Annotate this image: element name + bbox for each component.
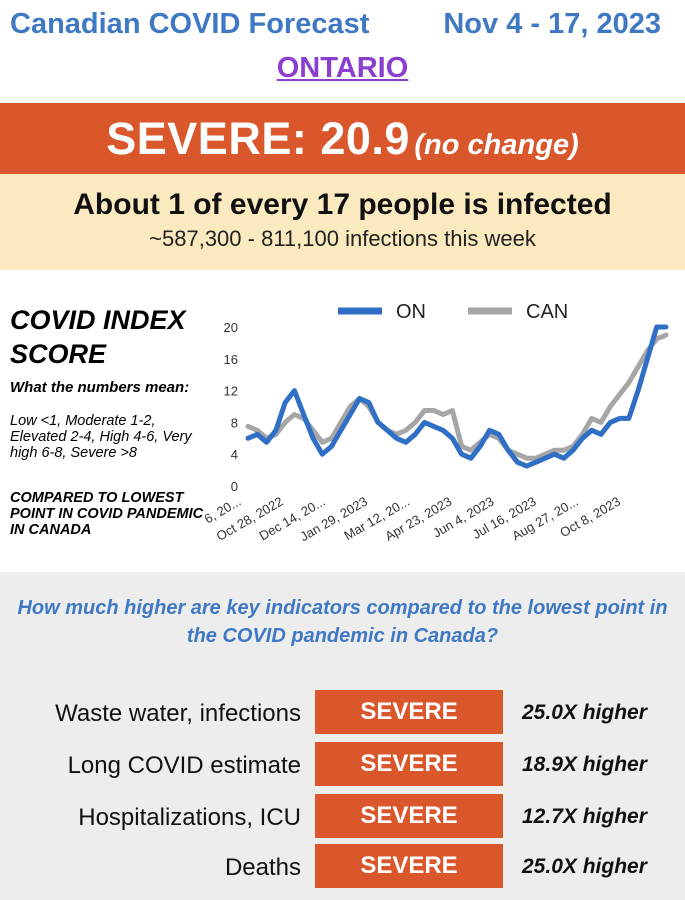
indicator-row-wastewater: Waste water, infections SEVERE 25.0X hig…	[0, 690, 685, 734]
y-tick-label: 4	[231, 447, 238, 462]
indicator-value: 12.7X higher	[522, 805, 647, 828]
series-line-can	[245, 332, 669, 461]
indicator-level-badge: SEVERE	[315, 742, 503, 786]
indicator-value: 25.0X higher	[522, 701, 647, 724]
indicator-value: 18.9X higher	[522, 753, 647, 776]
indicator-level-badge: SEVERE	[315, 690, 503, 734]
indicator-level-badge: SEVERE	[315, 794, 503, 838]
index-title: COVID INDEX SCORE	[10, 305, 186, 369]
indicator-label: Waste water, infections	[55, 700, 301, 727]
indicator-value: 25.0X higher	[522, 855, 647, 878]
series-line-on	[245, 324, 669, 469]
meaning-heading: What the numbers mean:	[10, 379, 190, 396]
severity-banner: SEVERE: 20.9 (no change)	[0, 103, 685, 174]
indicator-level-badge: SEVERE	[315, 844, 503, 888]
infection-range: ~587,300 - 811,100 infections this week	[149, 226, 536, 251]
forecast-dates: Nov 4 - 17, 2023	[443, 8, 661, 40]
indicator-label: Deaths	[224, 854, 301, 881]
infection-summary: About 1 of every 17 people is infected ~…	[0, 174, 685, 270]
indicator-label: Hospitalizations, ICU	[78, 804, 301, 831]
indicators-question: How much higher are key indicators compa…	[17, 597, 668, 647]
indicator-row-hospitalizations: Hospitalizations, ICU SEVERE 12.7X highe…	[0, 794, 685, 838]
y-tick-label: 8	[231, 415, 238, 430]
indicators-panel: How much higher are key indicators compa…	[0, 572, 685, 900]
y-tick-label: 12	[224, 384, 238, 399]
infection-ratio: About 1 of every 17 people is infected	[73, 188, 612, 221]
header: Canadian COVID Forecast Nov 4 - 17, 2023…	[0, 0, 685, 100]
severity-score: SEVERE: 20.9	[106, 113, 410, 164]
legend-label: CAN	[526, 301, 568, 323]
indicator-label: Long COVID estimate	[67, 752, 301, 779]
page-title: Canadian COVID Forecast	[10, 8, 370, 40]
y-tick-label: 0	[231, 479, 238, 494]
compared-text: COMPARED TO LOWEST POINT IN COVID PANDEM…	[10, 490, 204, 538]
y-tick-label: 20	[224, 320, 238, 335]
meaning-text: Low <1, Moderate 1-2, Elevated 2-4, High…	[10, 413, 192, 461]
legend-label: ON	[396, 301, 426, 323]
region-link[interactable]: ONTARIO	[276, 52, 409, 84]
indicator-row-deaths: Deaths SEVERE 25.0X higher	[0, 844, 685, 888]
indicator-row-long-covid: Long COVID estimate SEVERE 18.9X higher	[0, 742, 685, 786]
severity-change: (no change)	[414, 129, 579, 161]
y-tick-label: 16	[224, 352, 238, 367]
